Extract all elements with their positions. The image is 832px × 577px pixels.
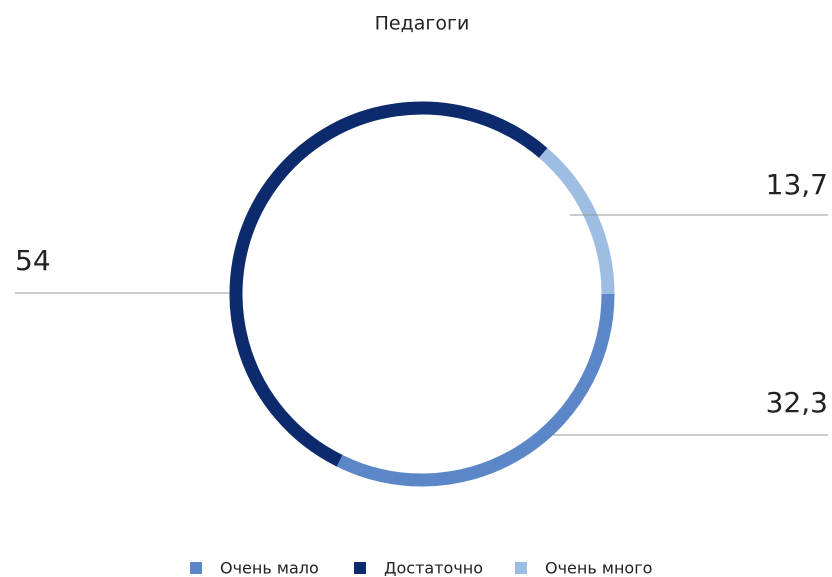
legend-swatch [190, 562, 202, 574]
donut-segment [229, 101, 548, 467]
legend-label: Очень много [545, 559, 652, 577]
legend-swatch [515, 562, 527, 574]
value-label: 32,3 [766, 386, 828, 419]
value-label: 13,7 [766, 168, 828, 201]
legend-label: Достаточно [384, 559, 483, 577]
chart-title: Педагоги [375, 13, 470, 35]
donut-segment [336, 293, 615, 487]
donut-segment [538, 148, 615, 295]
value-label: 54 [15, 244, 51, 277]
legend-label: Очень мало [220, 559, 319, 577]
legend-swatch [354, 562, 366, 574]
